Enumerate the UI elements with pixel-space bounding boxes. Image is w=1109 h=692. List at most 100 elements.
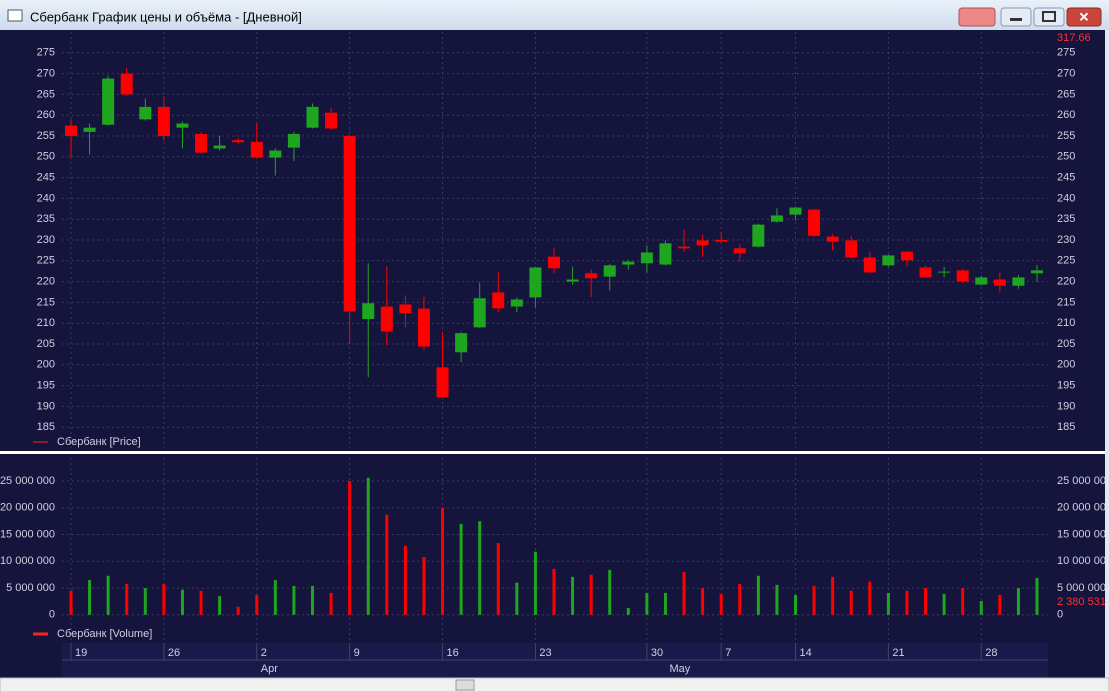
window-title: Сбербанк График цены и объёма - [Дневной… — [30, 9, 302, 24]
candle-body — [622, 261, 635, 265]
candle-body — [492, 292, 505, 309]
x-tick-label: 28 — [985, 647, 997, 659]
link-button[interactable] — [958, 7, 996, 27]
volume-bar — [812, 585, 816, 615]
close-icon: ✕ — [1079, 9, 1090, 24]
panel-separator — [0, 451, 1105, 454]
candle-body — [1031, 270, 1043, 274]
candle-body — [919, 267, 932, 278]
title-bar — [0, 0, 1109, 30]
window-icon — [7, 9, 23, 22]
candle-body — [603, 265, 616, 277]
y-tick-label-left: 250 — [37, 151, 55, 163]
candle-body — [640, 252, 653, 264]
x-tick-label: 26 — [168, 647, 180, 659]
volume-bar — [571, 576, 575, 615]
y-tick-label-right: 265 — [1057, 88, 1075, 100]
y-tick-label-left: 0 — [49, 609, 55, 621]
y-tick-label-right: 230 — [1057, 234, 1075, 246]
y-tick-label-right: 15 000 000 — [1057, 528, 1109, 540]
y-tick-label-right: 255 — [1057, 130, 1075, 142]
y-tick-label-left: 225 — [37, 255, 55, 267]
y-tick-label-left: 240 — [37, 192, 55, 204]
volume-bar — [88, 580, 92, 615]
y-tick-label-left: 195 — [37, 380, 55, 392]
candle-body — [473, 298, 486, 328]
volume-bar — [218, 596, 222, 615]
candle-body — [696, 240, 709, 246]
candle-body — [269, 150, 282, 158]
y-tick-label-left: 220 — [37, 276, 55, 288]
volume-bar — [69, 590, 73, 615]
candle-body — [900, 251, 913, 261]
y-tick-label-left: 235 — [37, 213, 55, 225]
candle-body — [956, 270, 969, 282]
legend-label: Сбербанк [Volume] — [57, 628, 152, 640]
volume-bar — [682, 572, 686, 615]
y-tick-label-left: 245 — [37, 172, 55, 184]
maximize-button[interactable] — [1033, 7, 1065, 27]
volume-bar — [459, 523, 463, 615]
x-tick-label: 7 — [725, 647, 731, 659]
candle-body — [195, 133, 208, 153]
volume-bar — [738, 583, 742, 615]
volume-bar — [478, 521, 482, 615]
volume-bar — [199, 590, 203, 615]
y-tick-label-left: 190 — [37, 400, 55, 412]
y-tick-label-right: 245 — [1057, 172, 1075, 184]
candle-body — [436, 367, 449, 398]
y-tick-label-right: 270 — [1057, 68, 1075, 80]
candle-body — [975, 277, 988, 285]
y-tick-label-right: 210 — [1057, 317, 1075, 329]
last-value: 2 380 531 — [1057, 596, 1106, 608]
candle-body — [659, 243, 672, 265]
y-tick-label-left: 260 — [37, 109, 55, 121]
y-tick-label-right: 220 — [1057, 276, 1075, 288]
y-tick-label-right: 235 — [1057, 213, 1075, 225]
candle-body — [65, 125, 77, 136]
volume-bar — [849, 590, 853, 615]
minimize-button[interactable] — [1000, 7, 1032, 27]
scrollbar[interactable] — [0, 677, 1109, 692]
volume-bar — [273, 580, 277, 615]
volume-bar — [589, 574, 593, 615]
candle-body — [529, 267, 542, 298]
x-tick-label: 2 — [261, 647, 267, 659]
y-tick-label-right: 225 — [1057, 255, 1075, 267]
y-tick-label-right: 250 — [1057, 151, 1075, 163]
x-tick-label: 30 — [651, 647, 663, 659]
maximize-icon — [1042, 11, 1056, 22]
y-tick-label-right: 25 000 000 — [1057, 475, 1109, 487]
volume-bar — [533, 551, 537, 615]
candle-body — [993, 279, 1006, 286]
volume-bar — [106, 575, 110, 615]
y-tick-label-left: 185 — [37, 421, 55, 433]
candle-body — [733, 248, 746, 254]
candle-body — [417, 308, 430, 347]
y-tick-label-left: 10 000 000 — [0, 555, 55, 567]
volume-bar — [645, 592, 649, 615]
legend-label: Сбербанк [Price] — [57, 436, 141, 448]
volume-bar — [329, 592, 333, 615]
candle-body — [380, 306, 393, 332]
y-tick-label-right: 200 — [1057, 359, 1075, 371]
candle-body — [306, 106, 319, 128]
y-tick-label-left: 15 000 000 — [0, 528, 55, 540]
candle-body — [362, 303, 375, 320]
scroll-thumb[interactable] — [455, 679, 475, 691]
volume-bar — [756, 575, 760, 615]
volume-bar — [719, 593, 723, 615]
volume-bar — [608, 569, 612, 615]
y-tick-label-right: 20 000 000 — [1057, 502, 1109, 514]
close-button[interactable] — [1066, 7, 1102, 27]
x-tick-label: 14 — [800, 647, 812, 659]
volume-bar — [701, 588, 705, 615]
y-tick-label-right: 275 — [1057, 47, 1075, 59]
volume-bar — [998, 595, 1002, 615]
volume-bar — [292, 585, 296, 615]
candle-body — [343, 136, 356, 312]
y-tick-label-left: 215 — [37, 296, 55, 308]
candle-body — [752, 224, 765, 247]
volume-bar — [366, 477, 370, 615]
x-tick-label: 9 — [354, 647, 360, 659]
